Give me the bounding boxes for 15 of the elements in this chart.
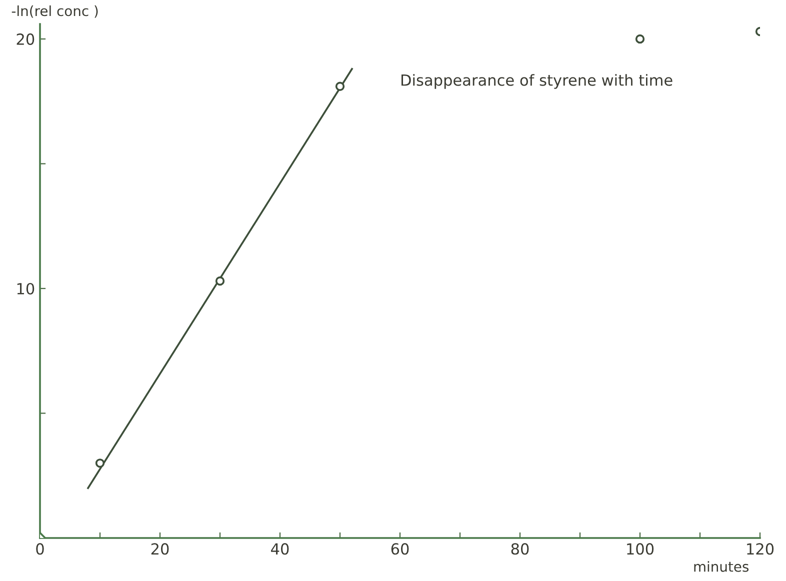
- y-axis-title: -ln(rel conc ): [12, 5, 98, 18]
- point: [635, 34, 645, 44]
- point: [215, 276, 225, 286]
- x-tick-label: 40: [271, 543, 289, 555]
- y-tick-label: 10: [17, 282, 34, 295]
- point: [335, 82, 345, 91]
- x-tick-label: 20: [151, 543, 169, 555]
- text: Disappearance of styrene with time: [402, 74, 672, 89]
- x-axis-title: minutes: [694, 561, 749, 572]
- x-tick-label: 0: [36, 543, 44, 555]
- x-tick-label: 120: [747, 543, 774, 555]
- x-tick-label: 60: [391, 543, 409, 555]
- point: [95, 458, 105, 468]
- x-tick-label: 100: [627, 543, 654, 555]
- x-tick-label: 80: [511, 543, 529, 555]
